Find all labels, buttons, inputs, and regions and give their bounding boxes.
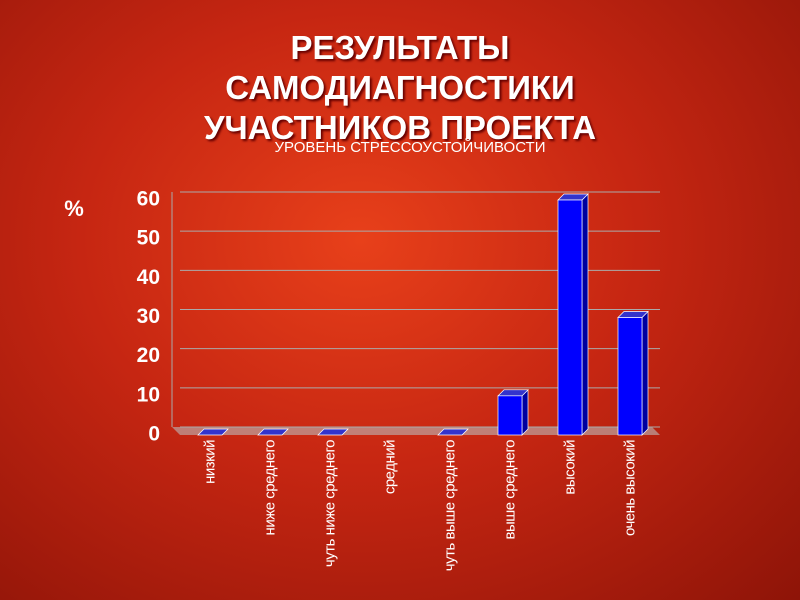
bar-face — [581, 193, 589, 436]
x-tick-label: чуть ниже среднего — [321, 440, 339, 568]
x-tick-label: высокий — [561, 440, 579, 495]
bar-face — [521, 388, 529, 436]
bar — [437, 428, 469, 436]
bar-face — [497, 395, 523, 436]
chart-title: УРОВЕНЬ СТРЕССОУСТОЙЧИВОСТИ — [275, 138, 546, 156]
x-tick-label: ниже среднего — [261, 440, 279, 536]
y-tick-label: 10 — [137, 383, 160, 406]
bar — [557, 193, 589, 436]
bar — [317, 428, 349, 436]
slide-title: РЕЗУЛЬТАТЫ САМОДИАГНОСТИКИ УЧАСТНИКОВ ПР… — [203, 29, 597, 146]
bar — [617, 310, 649, 436]
y-tick-label: 40 — [137, 266, 160, 289]
x-tick-label: чуть выше среднего — [441, 440, 459, 572]
y-tick-label: 60 — [137, 188, 160, 211]
x-tick-label: средний — [381, 440, 399, 495]
bar-face — [197, 428, 229, 436]
x-tick-label: очень высокий — [621, 440, 639, 537]
bar-face — [317, 428, 349, 436]
bar — [497, 388, 529, 436]
bar-face — [641, 310, 649, 436]
y-tick-label: 50 — [137, 227, 160, 250]
bar-face — [617, 317, 643, 436]
x-tick-label: выше среднего — [501, 440, 519, 540]
bar-face — [437, 428, 469, 436]
y-tick-label: 20 — [137, 344, 160, 367]
bar — [197, 428, 229, 436]
y-tick-label: 30 — [137, 305, 160, 328]
x-tick-label: низкий — [201, 440, 219, 484]
bar-face — [257, 428, 289, 436]
plot-floor — [172, 427, 660, 435]
y-tick-label: 0 — [148, 423, 160, 446]
bar-face — [557, 199, 583, 436]
bar — [257, 428, 289, 436]
y-axis-label: % — [64, 196, 84, 221]
